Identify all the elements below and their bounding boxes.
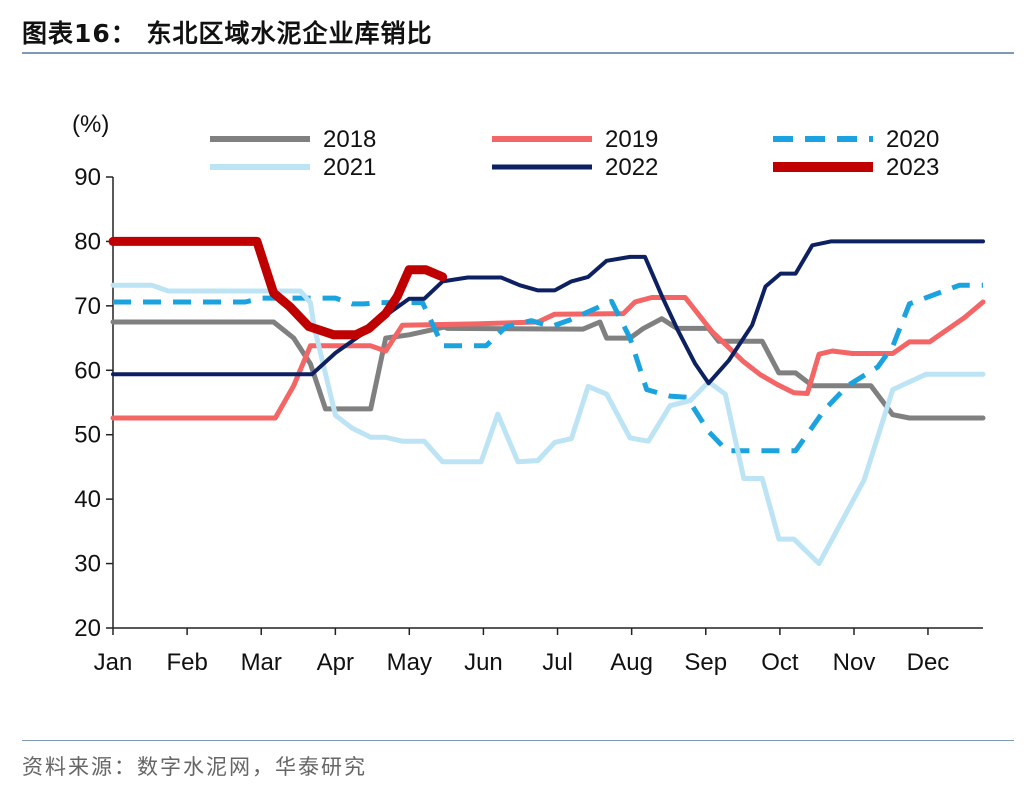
series-line-2020 (113, 282, 983, 454)
y-tick-label: 30 (74, 551, 101, 578)
series-line-2023 (108, 236, 448, 340)
series-line-2021 (110, 282, 986, 567)
series-layer (108, 236, 986, 567)
figure-header: 图表16： 东北区域水泥企业库销比 (22, 12, 1014, 54)
legend: 2018 2019 2020 2021 2022 2023 (210, 126, 939, 181)
legend-label-2022: 2022 (605, 154, 658, 181)
series-line-2019 (110, 295, 986, 421)
series-line-2018 (110, 316, 986, 421)
x-tick-label: Jun (464, 649, 503, 676)
x-tick-label: Mar (241, 649, 282, 676)
x-tick-label: Feb (166, 649, 207, 676)
y-axis-label: (%) (72, 111, 109, 138)
x-tick-label: Sep (684, 649, 727, 676)
y-tick-label: 20 (74, 615, 101, 642)
legend-label-2023: 2023 (886, 154, 939, 181)
y-tick-label: 80 (74, 228, 101, 255)
x-tick-label: Oct (761, 649, 799, 676)
x-tick-label: Nov (833, 649, 876, 676)
y-tick-label: 90 (74, 164, 101, 191)
x-tick-label: Aug (610, 649, 653, 676)
axes-layer: 20 30 40 50 60 70 80 90 (%) Jan Feb Mar Apr May Jun Jul… (72, 111, 983, 676)
y-tick-label: 40 (74, 486, 101, 513)
y-tick-label: 70 (74, 293, 101, 320)
legend-label-2019: 2019 (605, 126, 658, 153)
x-tick-label: Dec (907, 649, 950, 676)
x-tick-label: Apr (317, 649, 354, 676)
x-tick-label: May (387, 649, 432, 676)
figure-title: 图表16： 东北区域水泥企业库销比 (22, 19, 433, 48)
source-note: 资料来源：数字水泥网，华泰研究 (22, 755, 367, 779)
x-tick-label: Jul (542, 649, 573, 676)
inventory-sales-ratio-chart: 20 30 40 50 60 70 80 90 (%) Jan Feb Mar Apr May Jun Jul… (72, 111, 986, 676)
y-tick-label: 60 (74, 357, 101, 384)
y-tick-label: 50 (74, 422, 101, 449)
series-line-2022 (111, 239, 985, 386)
figure-footer: 资料来源：数字水泥网，华泰研究 (22, 740, 1014, 779)
x-tick-label: Jan (94, 649, 133, 676)
legend-label-2020: 2020 (886, 126, 939, 153)
legend-label-2021: 2021 (323, 154, 376, 181)
legend-label-2018: 2018 (323, 126, 376, 153)
